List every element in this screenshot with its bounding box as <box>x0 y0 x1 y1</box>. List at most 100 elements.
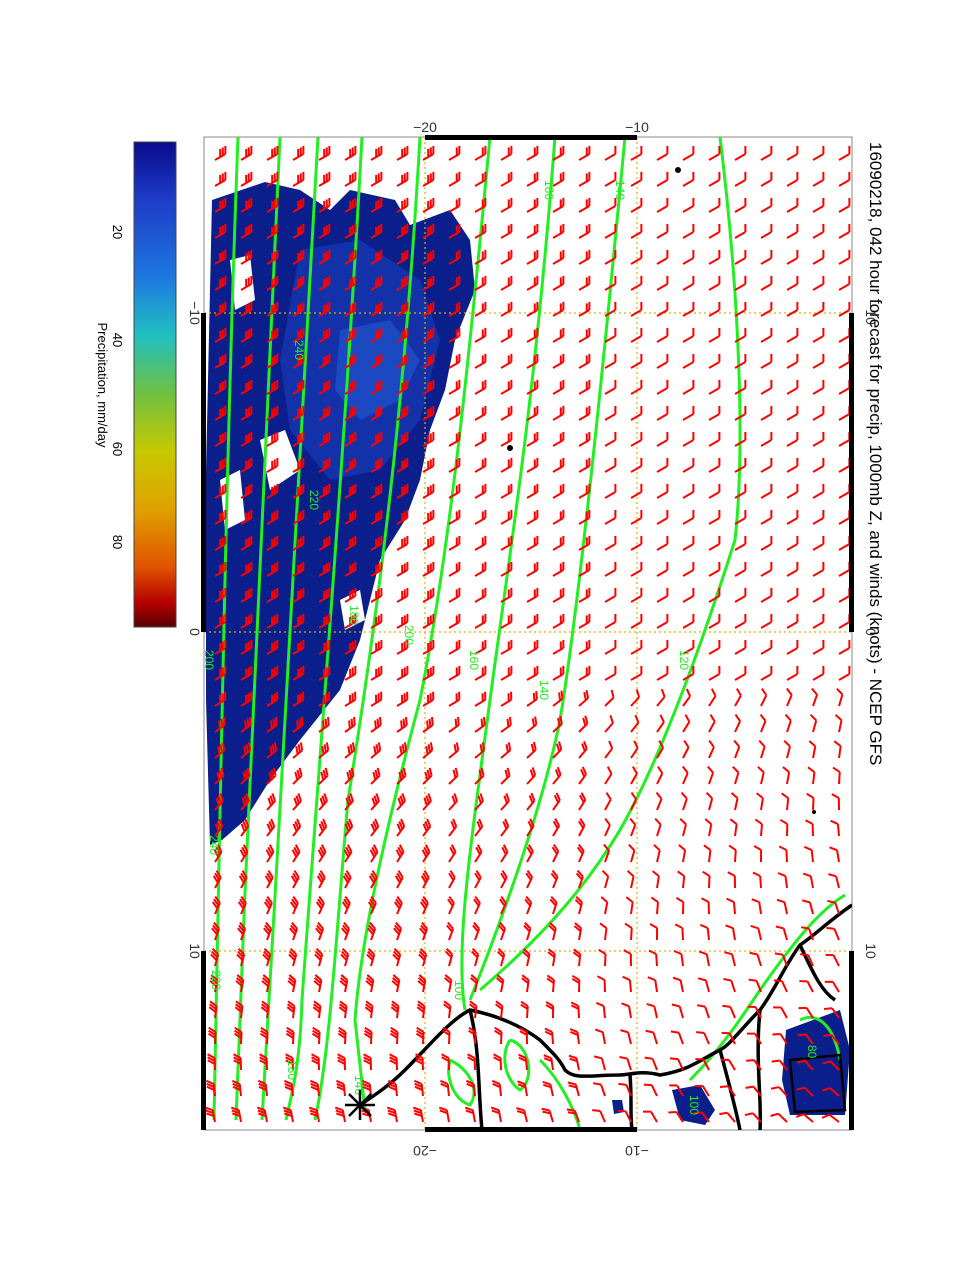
island-marker <box>812 810 816 814</box>
wind-barb-icon <box>646 1002 658 1019</box>
wind-barb-icon <box>708 431 721 447</box>
wind-barb-icon <box>708 275 721 291</box>
wind-barb-icon <box>656 639 669 655</box>
wind-barb-icon <box>601 870 610 889</box>
wind-barb-icon <box>812 327 825 343</box>
wind-barb-icon <box>708 171 721 187</box>
wind-barb-icon <box>708 301 721 317</box>
wind-barb-icon <box>649 923 659 941</box>
wind-barb-icon <box>259 1026 269 1045</box>
wind-barb-icon <box>500 483 513 499</box>
wind-barb-icon <box>214 587 227 603</box>
wind-barb-icon <box>422 742 434 759</box>
wind-barb-icon <box>474 145 487 161</box>
contour-label: 180 <box>347 605 361 625</box>
wind-barb-icon <box>812 223 825 239</box>
wind-barb-icon <box>704 818 713 837</box>
wind-barb-icon <box>838 197 851 213</box>
wind-barb-icon <box>370 249 383 265</box>
wind-barb-icon <box>679 818 687 837</box>
wind-barb-icon <box>821 1113 840 1123</box>
wind-barb-icon <box>552 431 565 447</box>
wind-barb-icon <box>448 457 461 473</box>
wind-barb-icon <box>422 145 435 161</box>
contour-label: 100 <box>452 980 466 1000</box>
wind-barb-icon <box>422 561 435 577</box>
wind-barb-icon <box>289 895 299 915</box>
wind-barb-icon <box>760 561 773 577</box>
wind-barb-icon <box>415 1026 425 1045</box>
wind-barb-icon <box>812 379 825 395</box>
wind-barb-icon <box>682 740 690 759</box>
wind-barb-icon <box>338 1000 348 1019</box>
wind-barb-icon <box>448 171 461 187</box>
wind-barb-icon <box>214 353 227 369</box>
wind-barb-icon <box>448 613 461 629</box>
wind-barb-icon <box>370 275 383 291</box>
wind-barb-icon <box>675 896 685 915</box>
wind-barb-icon <box>419 895 429 915</box>
wind-barb-icon <box>309 1079 320 1097</box>
wind-barb-icon <box>775 925 788 941</box>
wind-barb-icon <box>396 275 409 291</box>
wind-barb-icon <box>526 561 539 577</box>
wind-barb-icon <box>745 1085 762 1097</box>
wind-barb-icon <box>318 171 331 187</box>
wind-barb-icon <box>803 845 814 863</box>
wind-barb-icon <box>774 952 788 967</box>
wind-barb-icon <box>214 327 227 343</box>
wind-barb-icon <box>630 171 643 187</box>
wind-barb-icon <box>578 665 591 681</box>
wind-barb-icon <box>474 249 487 265</box>
wind-barb-icon <box>448 405 461 421</box>
wind-barb-icon <box>552 766 562 785</box>
wind-barb-icon <box>526 509 539 525</box>
wind-barb-icon <box>344 171 357 187</box>
wind-barb-icon <box>650 896 659 915</box>
wind-barb-icon <box>760 379 773 395</box>
wind-barb-icon <box>500 844 509 863</box>
wind-barb-icon <box>656 457 669 473</box>
wind-barb-icon <box>214 639 227 655</box>
wind-barb-icon <box>786 301 799 317</box>
wind-barb-icon <box>367 895 377 915</box>
wind-barb-icon <box>448 249 461 265</box>
wind-barb-icon <box>747 1005 762 1019</box>
wind-barb-icon <box>292 742 304 759</box>
wind-barb-icon <box>448 767 459 785</box>
wind-barb-icon <box>474 327 487 343</box>
wind-barb-icon <box>708 587 721 603</box>
wind-barb-icon <box>812 431 825 447</box>
wind-barb-icon <box>214 793 224 811</box>
wind-barb-icon <box>260 1000 270 1019</box>
wind-barb-icon <box>500 275 513 291</box>
wind-barb-icon <box>770 1112 788 1123</box>
wind-barb-icon <box>578 740 588 759</box>
wind-barb-icon <box>474 587 487 603</box>
wind-barb-icon <box>214 379 227 395</box>
wind-barb-icon <box>391 974 401 993</box>
wind-barb-icon <box>734 688 742 707</box>
wind-barb-icon <box>552 715 563 733</box>
wind-barb-icon <box>396 249 409 265</box>
wind-barb-icon <box>266 483 279 499</box>
wind-barb-icon <box>748 978 762 993</box>
wind-barb-icon <box>500 327 513 343</box>
wind-barb-icon <box>500 405 513 421</box>
contour-label: 200 <box>402 625 416 645</box>
wind-barb-icon <box>317 844 327 863</box>
wind-barb-icon <box>760 509 773 525</box>
wind-barb-icon <box>292 665 305 681</box>
wind-barb-icon <box>344 742 356 759</box>
wind-barb-icon <box>214 223 227 239</box>
wind-barb-icon <box>344 561 357 577</box>
wind-barb-icon <box>526 249 539 265</box>
wind-barb-icon <box>811 687 819 707</box>
wind-barb-icon <box>370 457 383 473</box>
wind-barb-icon <box>654 817 662 837</box>
wind-barb-icon <box>312 1000 322 1019</box>
wind-barb-icon <box>630 714 640 733</box>
wind-barb-icon <box>699 923 710 941</box>
wind-barb-icon <box>604 223 617 239</box>
